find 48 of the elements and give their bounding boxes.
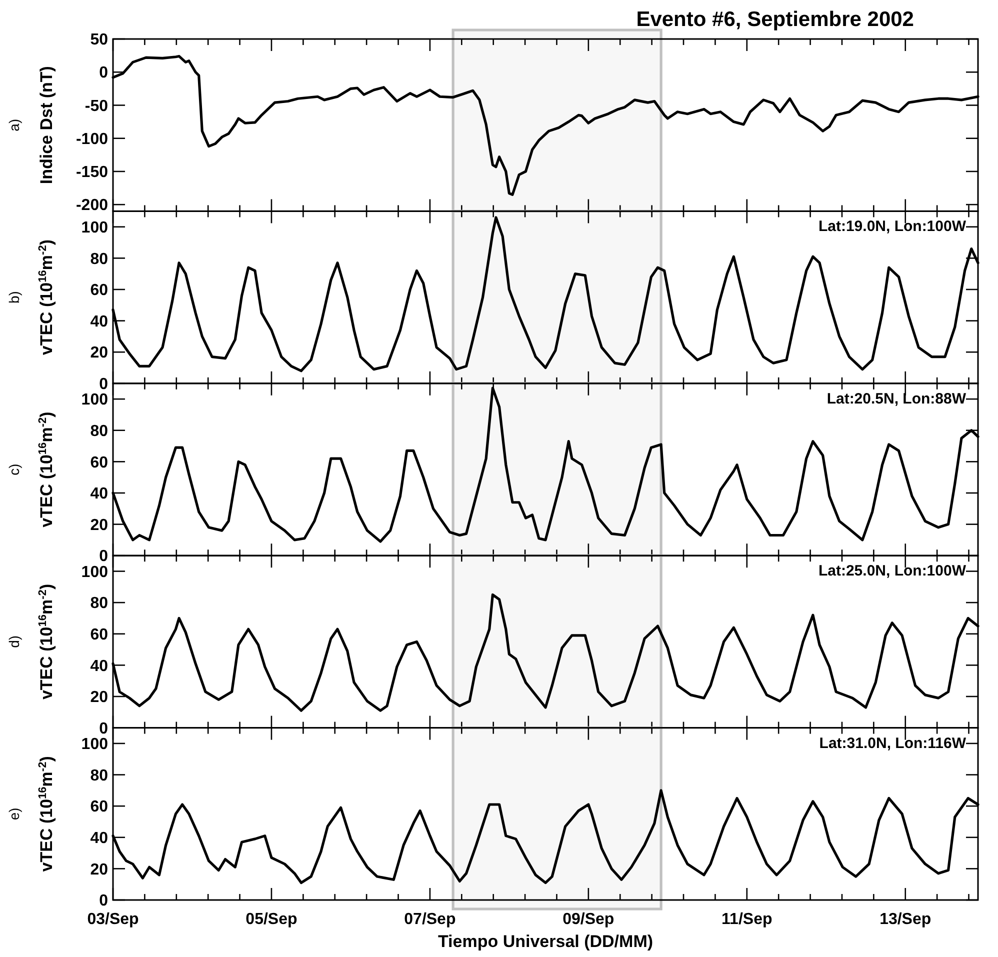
x-tick-label: 05/Sep (246, 911, 298, 928)
y-tick-label: 40 (90, 658, 108, 675)
y-tick-label: 100 (81, 736, 108, 754)
y-tick-label: 20 (90, 516, 108, 534)
text: c) (6, 464, 22, 476)
y-tick-label: 60 (90, 798, 108, 816)
y-tick-label: 50 (90, 32, 108, 49)
y-tick-label: 60 (90, 282, 108, 300)
y-tick-label: 40 (90, 313, 108, 330)
y-tick-label: -50 (84, 98, 108, 115)
y-tick-label: 0 (99, 720, 108, 738)
annotation: Lat:19.0N, Lon:100W (818, 218, 967, 236)
y-tick-label: 40 (90, 830, 108, 847)
y-tick-label: 80 (90, 767, 108, 784)
x-tick-label: 09/Sep (562, 911, 614, 928)
text: e) (6, 808, 22, 820)
y-tick-label: -150 (76, 164, 108, 182)
y-tick-label: 20 (90, 861, 108, 878)
y-tick-label: 60 (90, 454, 108, 472)
annotation: Lat:25.0N, Lon:100W (818, 562, 967, 580)
y-tick-label: 100 (81, 392, 108, 409)
text: b) (6, 291, 22, 304)
y-axis-title: Indice Dst (nT) (37, 66, 56, 184)
y-tick-label: 80 (90, 595, 108, 612)
x-tick-label: 07/Sep (404, 911, 456, 928)
y-tick-label: 0 (99, 892, 108, 910)
y-tick-label: 0 (99, 548, 108, 566)
y-tick-label: 80 (90, 422, 108, 440)
y-tick-label: 100 (81, 219, 108, 236)
text: d) (6, 635, 22, 648)
x-tick-label: 13/Sep (880, 911, 932, 928)
y-tick-label: 0 (99, 376, 108, 393)
y-tick-label: 0 (99, 64, 108, 82)
x-tick-label: 11/Sep (722, 911, 772, 928)
y-tick-label: -100 (76, 130, 108, 148)
x-tick-label: 03/Sep (87, 911, 140, 928)
text: a) (6, 118, 22, 132)
annotation: Lat:20.5N, Lon:88W (826, 390, 967, 408)
annotation: Lat:31.0N, Lon:116W (819, 734, 967, 752)
chart-title: Evento #6, Septiembre 2002 (636, 8, 914, 31)
y-tick-label: 20 (90, 689, 108, 706)
y-tick-label: 40 (90, 486, 108, 503)
x-axis-title: Tiempo Universal (DD/MM) (438, 932, 654, 951)
y-tick-label: 60 (90, 626, 108, 644)
y-tick-label: 100 (81, 564, 108, 581)
y-tick-label: 80 (90, 250, 108, 268)
y-tick-label: 20 (90, 344, 108, 362)
y-tick-label: -200 (76, 197, 108, 214)
